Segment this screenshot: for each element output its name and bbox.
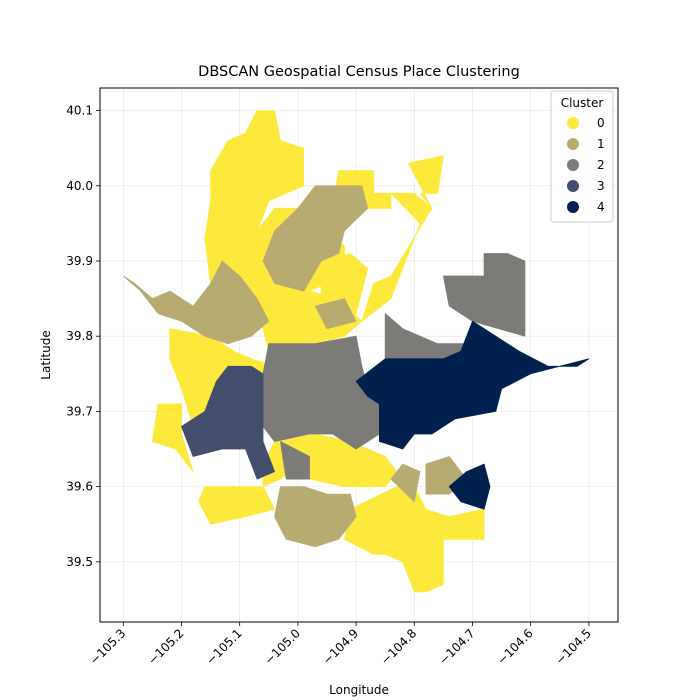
cluster-0-region bbox=[344, 486, 462, 593]
legend-label-1: 1 bbox=[597, 137, 605, 151]
x-tick-label: −104.7 bbox=[436, 626, 477, 667]
cluster-1-region bbox=[390, 463, 421, 503]
cluster-0-region bbox=[408, 155, 444, 209]
y-axis-label: Latitude bbox=[39, 330, 53, 379]
cluster-1-region bbox=[274, 486, 357, 548]
cluster-2-region bbox=[262, 335, 380, 450]
x-tick-label: −104.9 bbox=[320, 626, 361, 667]
y-tick-label: 39.8 bbox=[66, 329, 93, 343]
legend-marker-2 bbox=[567, 159, 579, 171]
legend-label-3: 3 bbox=[597, 179, 605, 193]
legend-label-2: 2 bbox=[597, 158, 605, 172]
x-axis-label: Longitude bbox=[329, 683, 389, 697]
legend: Cluster 0 1 2 3 4 bbox=[550, 90, 614, 223]
x-axis-ticks: −105.3 −105.2 −105.1 −105.0 −104.9 −104.8 −104… bbox=[87, 622, 594, 668]
cluster-0-region bbox=[152, 403, 194, 472]
cluster-4-region bbox=[355, 320, 590, 450]
x-tick-label: −105.1 bbox=[203, 626, 244, 667]
x-tick-label: −105.2 bbox=[145, 626, 186, 667]
cluster-1-region bbox=[314, 298, 357, 330]
cluster-0-region bbox=[448, 508, 485, 540]
y-tick-label: 39.5 bbox=[66, 555, 93, 569]
cluster-0-region bbox=[361, 192, 433, 322]
cluster-4-region bbox=[448, 463, 491, 510]
cluster-regions bbox=[122, 110, 590, 593]
legend-title: Cluster bbox=[561, 96, 604, 110]
cluster-1-region bbox=[122, 260, 270, 345]
legend-label-4: 4 bbox=[597, 200, 605, 214]
cluster-2-region bbox=[443, 253, 526, 337]
y-tick-label: 39.9 bbox=[66, 254, 93, 268]
y-tick-label: 40.1 bbox=[66, 104, 93, 118]
x-tick-label: −104.8 bbox=[378, 626, 419, 667]
chart-title: DBSCAN Geospatial Census Place Clusterin… bbox=[198, 64, 520, 80]
legend-box bbox=[550, 90, 614, 223]
y-axis-ticks: 39.5 39.6 39.7 39.8 39.9 40.0 40.1 bbox=[66, 104, 100, 569]
y-tick-label: 40.0 bbox=[66, 179, 93, 193]
cluster-0-region bbox=[198, 486, 275, 525]
y-tick-label: 39.6 bbox=[66, 480, 93, 494]
legend-marker-4 bbox=[567, 201, 579, 213]
legend-marker-1 bbox=[567, 138, 579, 150]
cluster-1-region bbox=[262, 185, 369, 292]
x-tick-label: −105.0 bbox=[262, 626, 303, 667]
cluster-3-region bbox=[181, 365, 275, 480]
x-tick-label: −104.5 bbox=[553, 626, 594, 667]
legend-marker-3 bbox=[567, 180, 579, 192]
x-tick-label: −105.3 bbox=[87, 626, 128, 667]
x-tick-label: −104.6 bbox=[495, 626, 536, 667]
plot-frame bbox=[99, 87, 619, 623]
legend-marker-0 bbox=[567, 117, 579, 129]
cluster-2-region bbox=[280, 441, 310, 480]
y-tick-label: 39.7 bbox=[66, 404, 93, 418]
legend-label-0: 0 bbox=[597, 116, 605, 130]
